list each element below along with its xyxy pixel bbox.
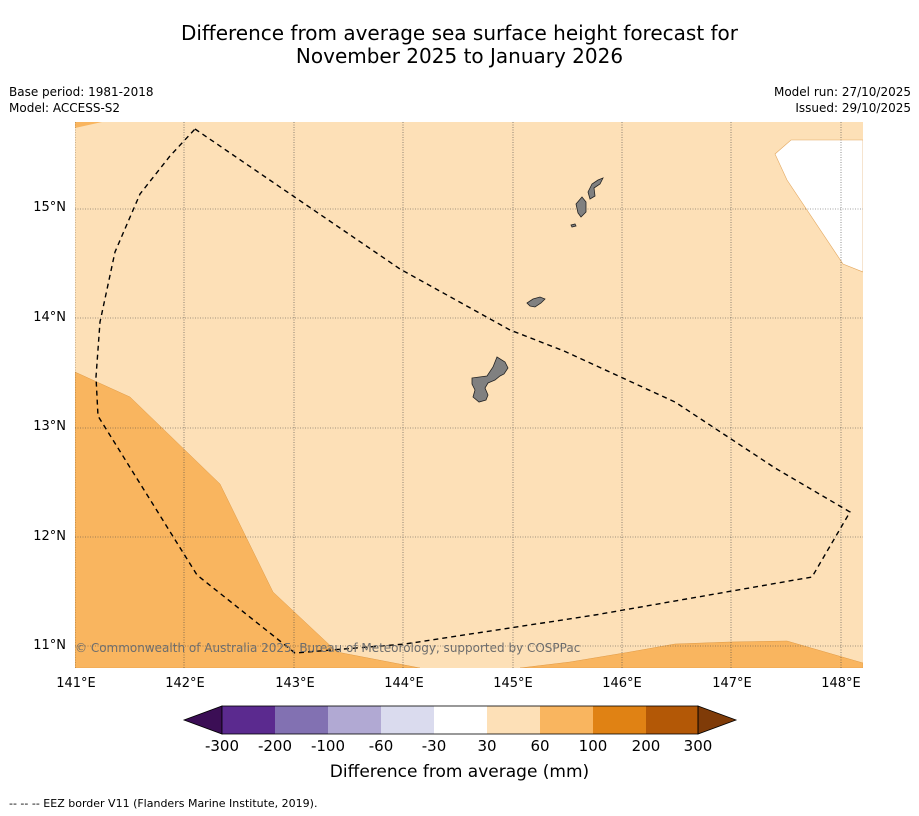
lat-label-13n: 13°N: [33, 419, 66, 434]
colorbar-segment: [487, 706, 540, 734]
colorbar-outline: [221, 705, 699, 735]
colorbar-tick: -30: [421, 737, 447, 755]
meta-left: Base period: 1981-2018 Model: ACCESS-S2: [9, 84, 154, 116]
colorbar-tick: -200: [257, 737, 293, 755]
eez-legend-note: -- -- -- EEZ border V11 (Flanders Marine…: [9, 797, 318, 810]
island-tinian: [575, 196, 587, 218]
colorbar-segment: [646, 706, 698, 734]
base-period: Base period: 1981-2018: [9, 85, 154, 99]
colorbar-tick: -300: [204, 737, 240, 755]
lon-label-145e: 145°E: [493, 676, 533, 691]
colorbar-extend-low: [182, 705, 223, 735]
colorbar-tick: -100: [310, 737, 346, 755]
lat-label-14n: 14°N: [33, 310, 66, 325]
colorbar-label: Difference from average (mm): [329, 762, 590, 782]
chart-title-line1: Difference from average sea surface heig…: [180, 21, 739, 45]
colorbar-segment: [381, 706, 434, 734]
lon-label-142e: 142°E: [165, 676, 205, 691]
eez-border: [95, 128, 851, 654]
colorbar-segment: [434, 706, 487, 734]
map-svg: [75, 122, 863, 668]
colorbar-segment: [593, 706, 646, 734]
gridlines: [75, 122, 863, 668]
map-panel[interactable]: [75, 122, 863, 668]
lat-label-12n: 12°N: [33, 529, 66, 544]
issued-date: Issued: 29/10/2025: [795, 101, 911, 115]
lon-label-143e: 143°E: [275, 676, 315, 691]
lon-label-146e: 146°E: [602, 676, 642, 691]
colorbar-tick: -60: [368, 737, 394, 755]
island-rota: [526, 296, 546, 308]
island-saipan: [587, 177, 604, 200]
island-guam: [471, 356, 509, 403]
model-name: Model: ACCESS-S2: [9, 101, 121, 115]
colorbar-segment: [222, 706, 275, 734]
islands: [471, 177, 604, 403]
colorbar-segment: [275, 706, 328, 734]
lon-label-148e: 148°E: [821, 676, 861, 691]
colorbar-tick: 60: [530, 737, 550, 755]
anomaly-region-60-100-corner: [75, 122, 102, 128]
lon-label-141e: 141°E: [56, 676, 96, 691]
colorbar-segment: [328, 706, 381, 734]
meta-right: Model run: 27/10/2025 Issued: 29/10/2025: [774, 84, 911, 116]
lon-label-147e: 147°E: [712, 676, 752, 691]
colorbar-tick: 100: [578, 737, 608, 755]
colorbar-extend-high: [697, 705, 738, 735]
anomaly-region-60-100-south: [519, 640, 863, 668]
lat-label-11n: 11°N: [33, 638, 66, 653]
colorbar-tick: 300: [683, 737, 713, 755]
chart-title-line2: November 2025 to January 2026: [295, 44, 624, 68]
island-aguijan: [570, 223, 577, 228]
lat-label-15n: 15°N: [33, 200, 66, 215]
model-run: Model run: 27/10/2025: [773, 85, 911, 99]
copyright-notice: © Commonwealth of Australia 2025, Bureau…: [75, 641, 581, 655]
colorbar-tick: 200: [631, 737, 661, 755]
chart-title: Difference from average sea surface heig…: [0, 22, 919, 68]
lon-label-144e: 144°E: [384, 676, 424, 691]
colorbar-segment: [540, 706, 593, 734]
anomaly-region-60-100-west: [75, 371, 421, 668]
colorbar-tick: 30: [477, 737, 497, 755]
